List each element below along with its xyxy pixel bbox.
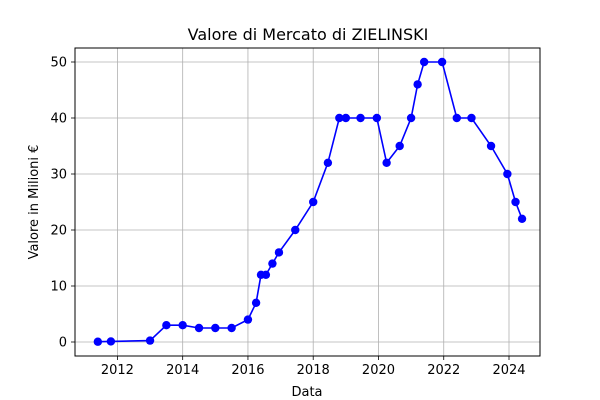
data-point <box>419 57 429 67</box>
x-tick-label: 2012 <box>101 363 134 378</box>
data-point <box>251 298 261 307</box>
data-point <box>437 57 447 67</box>
data-point <box>452 113 461 123</box>
y-tick-label: 50 <box>50 56 67 71</box>
y-tick-label: 10 <box>50 280 67 295</box>
x-tick-label: 2024 <box>492 363 525 378</box>
data-point <box>341 113 351 123</box>
data-point <box>382 158 391 167</box>
data-point <box>413 80 422 89</box>
data-point <box>261 270 271 279</box>
grid <box>75 48 540 356</box>
data-point <box>291 225 300 235</box>
y-axis-title: Valore in Milioni € <box>27 145 42 260</box>
x-tick-label: 2022 <box>427 363 460 378</box>
data-point <box>309 197 318 207</box>
x-tick-label: 2018 <box>297 363 330 378</box>
axis-ticks: 2012 2014 2016 2018 2020 2022 2024 0 10 20 30 40 50 <box>50 56 525 379</box>
data-point <box>503 169 512 179</box>
data-point <box>395 141 404 151</box>
data-point <box>467 113 476 123</box>
data-point <box>243 315 253 324</box>
y-tick-label: 0 <box>59 336 67 351</box>
x-tick-label: 2014 <box>166 363 199 378</box>
data-point <box>227 323 236 333</box>
data-point <box>178 321 187 330</box>
data-point <box>162 321 171 330</box>
series-points <box>93 57 527 346</box>
y-tick-label: 40 <box>50 112 67 127</box>
data-point <box>372 113 382 123</box>
x-tick-label: 2020 <box>362 363 395 378</box>
data-point <box>486 141 496 151</box>
data-point <box>356 113 365 123</box>
data-point <box>145 336 155 345</box>
y-tick-label: 30 <box>50 168 67 183</box>
chart-title: Valore di Mercato di ZIELINSKI <box>188 25 429 44</box>
x-axis-title: Data <box>291 385 322 400</box>
data-point <box>511 197 520 207</box>
data-point <box>106 337 116 346</box>
y-tick-label: 20 <box>50 224 67 239</box>
data-point <box>211 323 220 333</box>
data-point <box>323 158 333 167</box>
data-point <box>335 113 344 123</box>
data-point <box>406 113 416 123</box>
data-point <box>517 214 527 223</box>
data-point <box>268 259 277 268</box>
data-point <box>194 323 204 333</box>
data-point <box>93 337 103 346</box>
x-tick-label: 2016 <box>231 363 264 378</box>
data-point <box>274 248 284 257</box>
plot-area <box>74 47 541 357</box>
